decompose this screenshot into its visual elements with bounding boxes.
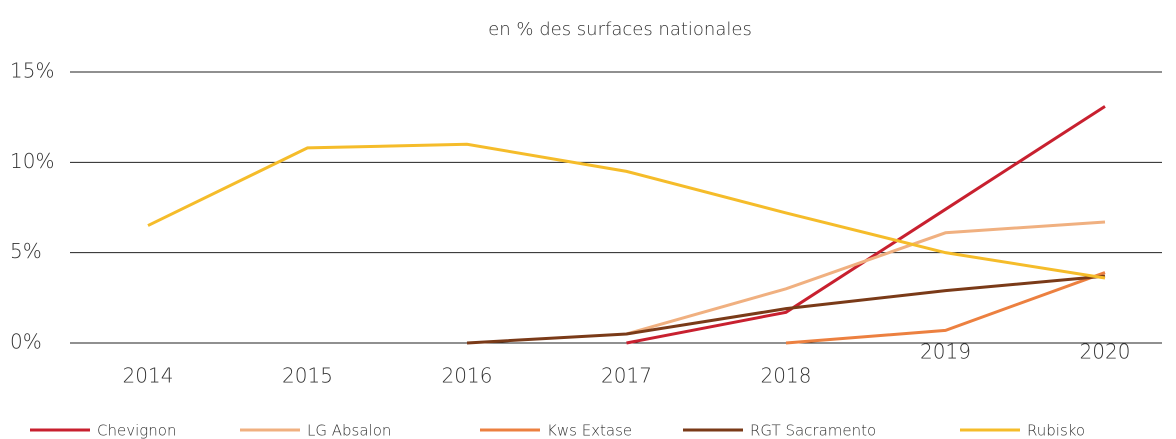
x-tick-label: 2015 xyxy=(282,364,333,388)
x-tick-label: 2020 xyxy=(1080,340,1131,364)
x-tick-label: 2017 xyxy=(601,364,652,388)
series-line xyxy=(626,220,1106,336)
series-line xyxy=(785,271,1106,345)
legend-label: LG Absalon xyxy=(307,422,391,439)
legend-label: Chevignon xyxy=(97,422,176,439)
chart-title: en % des surfaces nationales xyxy=(488,19,752,40)
y-tick-label: 0% xyxy=(10,330,42,354)
y-tick-label: 5% xyxy=(10,239,42,263)
y-tick-label: 15% xyxy=(10,59,54,83)
x-tick-label: 2019 xyxy=(920,340,971,364)
x-tick-label: 2014 xyxy=(123,364,174,388)
y-tick-label: 10% xyxy=(10,149,54,173)
series-line xyxy=(626,105,1106,345)
legend-label: Rubisko xyxy=(1027,422,1085,439)
x-tick-label: 2018 xyxy=(761,364,812,388)
x-tick-label: 2016 xyxy=(442,364,493,388)
series-line xyxy=(147,142,1106,280)
series-line xyxy=(466,274,1106,345)
legend-label: RGT Sacramento xyxy=(750,422,876,439)
legend-label: Kws Extase xyxy=(547,422,632,439)
